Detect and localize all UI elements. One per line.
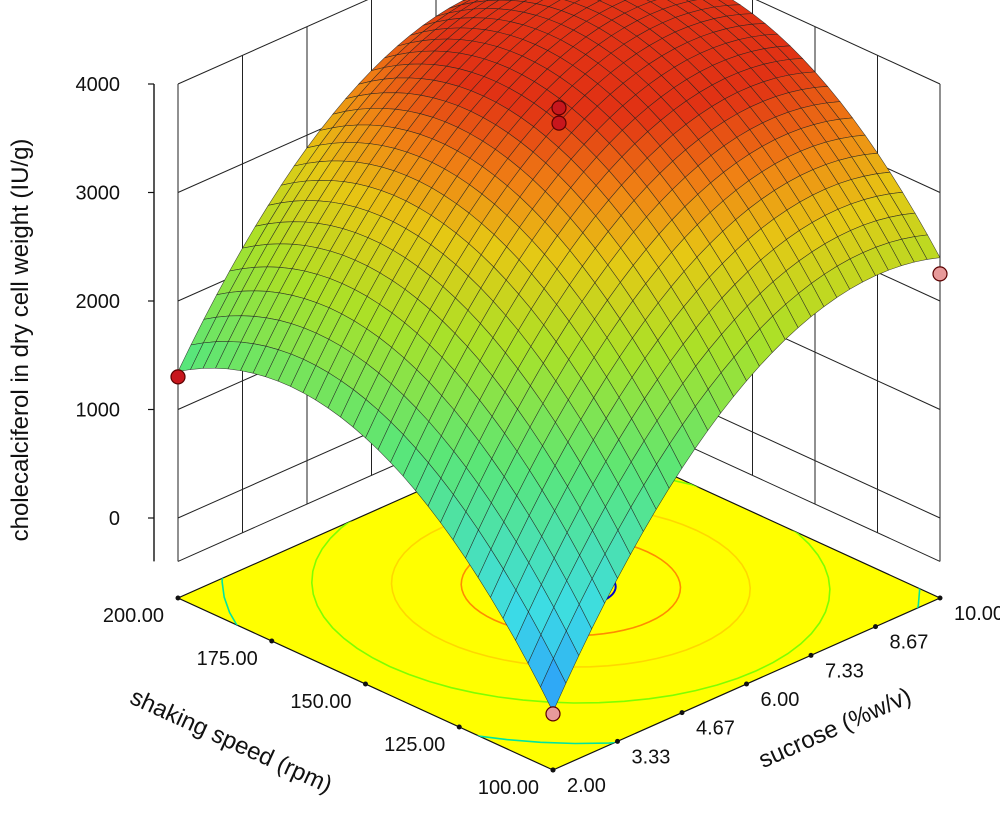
- x-tick-4: [175, 595, 181, 601]
- surface-cell: [540, 657, 567, 713]
- design-point-3: [932, 266, 948, 282]
- x-tick-label-4: 200.00: [103, 605, 164, 627]
- y-tick-4: [808, 652, 814, 658]
- design-points: [170, 100, 948, 722]
- design-point-0: [551, 100, 567, 116]
- design-point-4: [545, 706, 561, 722]
- y-tick-5: [873, 624, 878, 630]
- z-tick-label-2: 2000: [76, 291, 121, 313]
- x-tick-label-1: 125.00: [384, 734, 445, 756]
- y-tick-label-2: 4.67: [696, 718, 735, 740]
- y-tick-0: [550, 767, 556, 773]
- y-tick-label-0: 2.00: [567, 775, 606, 797]
- y-tick-2: [679, 710, 685, 716]
- design-point-2: [170, 369, 186, 385]
- z-tick-label-1: 1000: [76, 400, 121, 422]
- y-tick-3: [744, 681, 749, 687]
- z-tick-label-4: 4000: [76, 74, 121, 96]
- x-tick-label-0: 100.00: [478, 777, 539, 799]
- y-tick-6: [937, 595, 943, 601]
- z-tick-label-0: 0: [109, 508, 120, 530]
- x-tick-1: [456, 724, 462, 730]
- y-tick-label-4: 7.33: [825, 660, 864, 682]
- y-tick-label-6: 10.00: [954, 603, 1000, 625]
- z-axis-title: cholecalciferol in dry cell weight (IU/g…: [7, 139, 34, 542]
- x-tick-label-2: 150.00: [290, 691, 351, 713]
- design-point-1: [551, 115, 567, 131]
- response-surface: [177, 0, 941, 713]
- y-tick-1: [615, 738, 620, 744]
- x-tick-2: [363, 681, 368, 687]
- y-tick-label-5: 8.67: [890, 632, 929, 654]
- z-tick-label-3: 3000: [76, 183, 121, 205]
- x-tick-3: [269, 638, 275, 644]
- y-tick-label-3: 6.00: [761, 689, 800, 711]
- y-tick-label-1: 3.33: [632, 746, 671, 768]
- x-tick-label-3: 175.00: [197, 648, 258, 670]
